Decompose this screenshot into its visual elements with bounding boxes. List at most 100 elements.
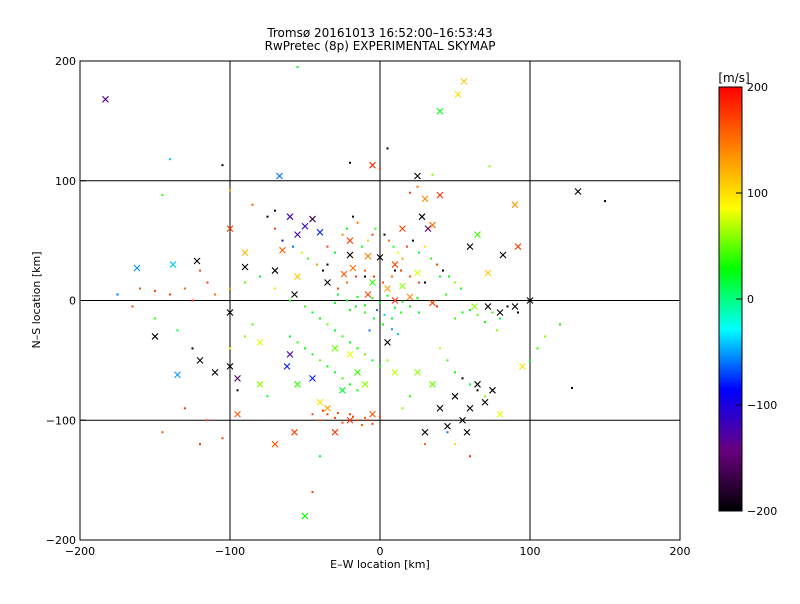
data-point-dot <box>367 419 369 422</box>
data-point-dot <box>436 263 438 266</box>
data-point-x <box>414 368 421 376</box>
data-point-x <box>574 188 582 195</box>
data-point-x <box>496 410 504 418</box>
data-point-x <box>193 257 201 265</box>
data-point-dot <box>346 227 348 230</box>
data-point-dot <box>418 281 420 284</box>
data-point-dot <box>229 189 231 192</box>
data-point-dot <box>199 443 201 446</box>
data-point-x <box>414 269 421 277</box>
data-point-dot <box>334 301 336 304</box>
data-point-dot <box>206 419 209 422</box>
data-point-dot <box>386 294 389 297</box>
data-point-dot <box>416 185 419 188</box>
data-point-dot <box>169 293 171 296</box>
data-point-x <box>474 231 481 239</box>
data-point-dot <box>409 275 411 278</box>
data-point-dot <box>341 421 344 424</box>
data-point-dot <box>326 413 329 416</box>
data-point-x <box>429 380 436 388</box>
data-point-dot <box>499 317 501 320</box>
data-point-x <box>471 303 478 310</box>
data-point-dot <box>460 287 462 290</box>
data-point-x <box>421 195 429 203</box>
data-point-dot <box>559 323 561 326</box>
data-point-x <box>429 299 436 307</box>
data-point-dot <box>326 263 329 266</box>
data-point-x <box>294 380 301 388</box>
colorbar-tick-label: 100 <box>747 187 768 200</box>
data-point-dot <box>394 306 396 309</box>
data-point-x <box>331 428 339 436</box>
data-point-dot <box>307 257 309 260</box>
data-point-dot <box>274 287 276 290</box>
data-point-dot <box>484 321 486 324</box>
y-tick-label: −100 <box>46 414 76 427</box>
data-point-dot <box>517 311 519 314</box>
data-point-x <box>519 362 526 370</box>
data-point-dot <box>382 323 384 326</box>
data-point-dot <box>251 203 254 206</box>
data-point-dot <box>361 245 363 248</box>
data-point-dot <box>311 413 314 416</box>
data-point-dot <box>337 412 339 415</box>
data-point-dot <box>364 416 366 419</box>
data-point-x <box>511 201 519 209</box>
data-point-x <box>294 273 301 280</box>
data-point-dot <box>116 293 119 296</box>
data-point-dot <box>349 309 351 312</box>
data-point-dot <box>316 263 318 266</box>
y-tick-label: 0 <box>69 295 76 308</box>
data-point-x <box>391 297 399 304</box>
data-point-x <box>369 279 376 286</box>
data-point-dot <box>364 269 366 272</box>
data-point-dot <box>341 233 344 236</box>
data-point-dot <box>266 215 269 218</box>
data-point-x <box>399 225 406 233</box>
data-point-dot <box>322 409 324 412</box>
data-point-dot <box>544 335 546 338</box>
data-point-x <box>406 293 414 301</box>
data-point-dot <box>364 311 366 314</box>
data-point-dot <box>446 359 449 362</box>
data-point-dot <box>337 287 339 290</box>
data-point-dot <box>361 424 363 427</box>
data-point-x <box>286 213 294 221</box>
data-point-x <box>276 172 283 180</box>
data-point-dot <box>604 200 606 203</box>
data-point-dot <box>439 347 441 350</box>
data-point-dot <box>281 239 284 242</box>
x-axis-ticks: −200 −100 0 100 200 <box>65 534 691 558</box>
data-point-dot <box>319 455 321 458</box>
data-point-dot <box>311 353 314 356</box>
data-point-dot <box>401 300 404 303</box>
data-point-dot <box>251 323 254 326</box>
data-point-dot <box>379 415 381 418</box>
chart-subtitle: RwPretec (8p) EXPERIMENTAL SKYMAP <box>265 39 496 53</box>
data-point-dot <box>356 295 359 298</box>
data-point-dot <box>379 167 381 170</box>
data-point-x <box>133 264 141 272</box>
data-point-dot <box>392 245 395 248</box>
data-point-x <box>481 398 489 406</box>
data-point-dot <box>349 413 351 416</box>
data-point-dot <box>214 293 216 296</box>
data-point-dot <box>334 416 336 419</box>
data-point-x <box>346 237 354 245</box>
data-point-x <box>459 416 466 424</box>
data-point-x <box>436 191 444 199</box>
data-point-dot <box>371 233 374 236</box>
data-point-dot <box>304 305 306 308</box>
data-point-x <box>514 243 522 251</box>
data-point-dot <box>334 371 336 374</box>
data-point-dot <box>304 347 306 350</box>
data-point-x <box>499 251 507 259</box>
data-point-dot <box>409 395 411 398</box>
data-point-dot <box>319 419 321 422</box>
data-point-dot <box>266 395 269 398</box>
data-point-dot <box>484 395 486 398</box>
data-point-dot <box>352 215 354 218</box>
data-point-dot <box>289 335 291 338</box>
data-point-x <box>460 77 468 85</box>
